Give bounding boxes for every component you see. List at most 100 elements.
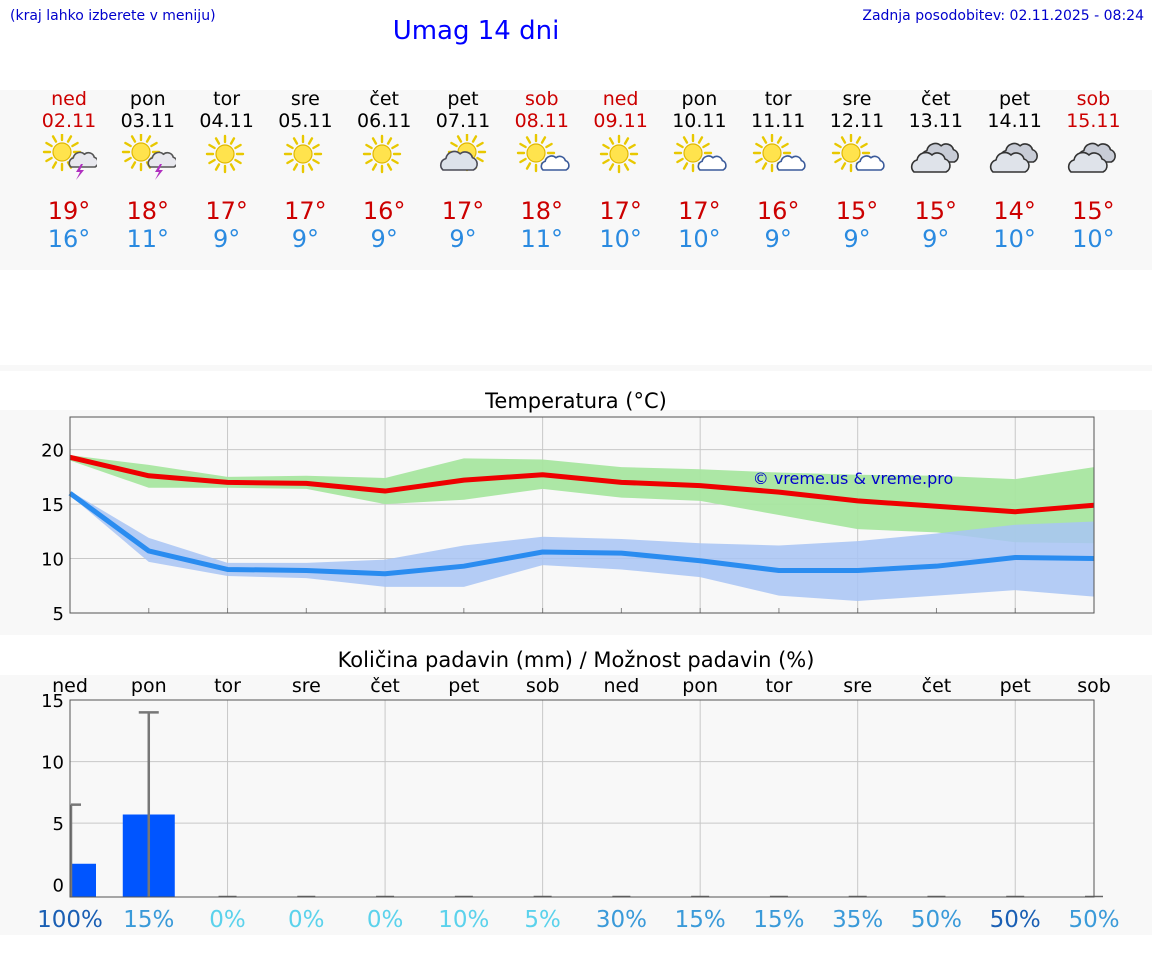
cloudy-icon bbox=[989, 142, 1038, 173]
icon-group bbox=[831, 134, 885, 173]
cloud-shape bbox=[697, 155, 728, 171]
day-date: 13.11 bbox=[908, 110, 963, 132]
day-label: sre bbox=[843, 675, 872, 697]
icon-group bbox=[284, 134, 323, 174]
y-tick-label: 20 bbox=[41, 441, 64, 462]
cloud-shape bbox=[910, 151, 951, 173]
temp-min: 9° bbox=[922, 225, 950, 253]
plot-frame bbox=[69, 416, 1095, 614]
day-date: 05.11 bbox=[278, 110, 333, 132]
day-name: sre bbox=[290, 88, 320, 110]
temp-max: 15° bbox=[1072, 197, 1115, 225]
day-date: 02.11 bbox=[41, 110, 97, 132]
temp-max: 16° bbox=[756, 197, 800, 225]
sun-rays bbox=[205, 134, 244, 174]
temp-min: 10° bbox=[1072, 225, 1115, 253]
forecast-day: ned 09.11 bbox=[582, 88, 660, 132]
precip-probability: 15% bbox=[753, 907, 804, 933]
precip-probability: 35% bbox=[832, 907, 883, 933]
cloud-shape bbox=[147, 151, 176, 168]
precipitation-chart-title: Količina padavin (mm) / Možnost padavin … bbox=[337, 648, 815, 672]
temp-max: 16° bbox=[362, 197, 406, 225]
y-tick-label: 5 bbox=[53, 604, 64, 625]
y-tick-label: 10 bbox=[41, 550, 64, 571]
precip-probability: 10% bbox=[438, 907, 489, 933]
y-tick-label: 5 bbox=[53, 814, 64, 835]
day-date: 12.11 bbox=[829, 110, 885, 132]
temp-max: 15° bbox=[914, 197, 958, 225]
temp-min: 16° bbox=[47, 225, 91, 253]
sun-cloud-thunder-icon bbox=[42, 134, 97, 180]
temp-max: 15° bbox=[835, 197, 879, 225]
sun-disc bbox=[131, 142, 151, 162]
y-tick-label: 15 bbox=[41, 691, 64, 712]
sun-icon bbox=[599, 134, 638, 174]
precip-probability: 15% bbox=[123, 907, 174, 933]
day-name: pet bbox=[998, 88, 1031, 110]
sun-cloud-thunder-icon bbox=[121, 134, 176, 180]
copyright-watermark: © vreme.us & vreme.pro bbox=[753, 469, 954, 488]
sun-small-cloud-icon bbox=[752, 134, 806, 173]
precip-probability: 15% bbox=[675, 907, 726, 933]
day-date: 07.11 bbox=[435, 110, 491, 132]
icon-group bbox=[121, 134, 176, 180]
separator bbox=[0, 365, 1152, 371]
icon-group bbox=[752, 134, 806, 173]
sun-disc bbox=[841, 143, 861, 163]
lightning-bolt bbox=[76, 164, 84, 180]
temp-max: 17° bbox=[678, 197, 721, 225]
day-label: pon bbox=[131, 675, 167, 697]
day-name: tor bbox=[213, 88, 241, 110]
temp-min: 10° bbox=[678, 225, 721, 253]
temp-max: 18° bbox=[126, 197, 170, 225]
day-name: čet bbox=[921, 88, 951, 110]
day-date: 14.11 bbox=[987, 110, 1042, 132]
temp-max: 18° bbox=[520, 197, 564, 225]
day-label: sob bbox=[526, 675, 560, 697]
day-date: 11.11 bbox=[750, 110, 806, 132]
icon-group bbox=[42, 134, 97, 180]
forecast-day: čet 06.11 bbox=[345, 88, 423, 132]
day-name: ned bbox=[51, 88, 87, 110]
location-hint: (kraj lahko izberete v meniju) bbox=[10, 8, 216, 24]
precip-bar bbox=[70, 863, 96, 897]
temp-min: 11° bbox=[520, 225, 564, 253]
precip-probability: 0% bbox=[288, 907, 325, 933]
day-name: sre bbox=[842, 88, 872, 110]
day-label: sre bbox=[292, 675, 321, 697]
lightning-bolt bbox=[154, 164, 163, 180]
precip-probability: 0% bbox=[367, 907, 404, 933]
cloud-shape bbox=[68, 151, 97, 168]
icon-group bbox=[205, 134, 244, 174]
forecast-day: sre 05.11 bbox=[266, 88, 344, 132]
day-label: čet bbox=[922, 675, 952, 697]
sun-disc bbox=[372, 144, 392, 164]
day-date: 03.11 bbox=[120, 110, 175, 132]
sun-small-cloud-icon bbox=[516, 134, 570, 173]
temp-max: 19° bbox=[47, 197, 91, 225]
forecast-day: pon 03.11 bbox=[109, 88, 187, 132]
temp-max: 17° bbox=[599, 197, 642, 225]
day-date: 04.11 bbox=[199, 110, 254, 132]
temp-max: 14° bbox=[993, 197, 1036, 225]
sun-disc bbox=[608, 144, 629, 164]
temp-max: 17° bbox=[284, 197, 327, 225]
precip-probability: 50% bbox=[990, 907, 1041, 933]
cloudy-icon bbox=[1068, 142, 1117, 173]
day-label: pet bbox=[1000, 675, 1031, 697]
day-name: pet bbox=[447, 88, 479, 110]
temperature-chart-title: Temperatura (°C) bbox=[485, 389, 667, 413]
day-label: tor bbox=[214, 675, 241, 697]
cloud-shape bbox=[1068, 151, 1109, 173]
temp-max: 17° bbox=[441, 197, 485, 225]
sun-icon bbox=[205, 134, 244, 174]
day-label: ned bbox=[52, 675, 88, 697]
precip-probability: 5% bbox=[524, 907, 561, 933]
sun-icon bbox=[284, 134, 323, 174]
sun-behind-cloud-icon bbox=[440, 134, 487, 172]
icon-group bbox=[440, 134, 487, 172]
cloud-shape bbox=[440, 150, 478, 171]
cloud-shape bbox=[989, 151, 1030, 173]
cloud-shape bbox=[776, 155, 806, 171]
